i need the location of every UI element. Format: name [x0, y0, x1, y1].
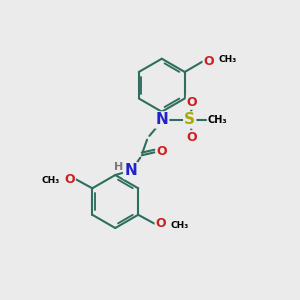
- Text: N: N: [155, 112, 168, 128]
- Text: H: H: [114, 162, 123, 172]
- Text: N: N: [124, 163, 137, 178]
- Text: O: O: [187, 96, 197, 109]
- Text: O: O: [156, 217, 166, 230]
- Text: CH₃: CH₃: [219, 56, 237, 64]
- Text: CH₃: CH₃: [42, 176, 60, 185]
- Text: CH₃: CH₃: [208, 115, 227, 125]
- Text: CH₃: CH₃: [171, 220, 189, 230]
- Text: O: O: [187, 131, 197, 144]
- Text: O: O: [157, 145, 167, 158]
- Text: O: O: [64, 173, 75, 186]
- Text: O: O: [204, 55, 214, 68]
- Text: S: S: [184, 112, 195, 128]
